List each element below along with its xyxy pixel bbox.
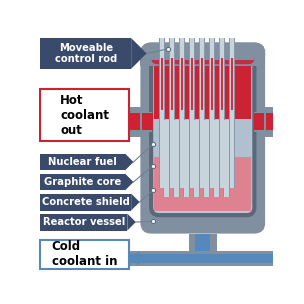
- Polygon shape: [131, 194, 140, 210]
- Bar: [229, 38, 235, 188]
- Bar: [179, 38, 185, 188]
- Bar: [254, 113, 264, 130]
- Bar: [191, 58, 193, 110]
- Bar: [254, 112, 266, 132]
- Bar: [169, 38, 175, 188]
- Bar: [201, 58, 203, 110]
- Bar: [159, 38, 165, 188]
- Bar: [211, 58, 213, 110]
- Bar: [142, 113, 153, 130]
- Polygon shape: [125, 154, 133, 171]
- FancyArrow shape: [93, 110, 117, 134]
- Bar: [223, 120, 230, 197]
- Bar: [151, 54, 254, 60]
- Polygon shape: [127, 214, 136, 230]
- Bar: [117, 107, 142, 136]
- Bar: [163, 120, 171, 197]
- Bar: [154, 119, 251, 157]
- Bar: [140, 112, 152, 132]
- Bar: [40, 38, 131, 69]
- Bar: [189, 38, 195, 188]
- Bar: [40, 89, 129, 141]
- Bar: [221, 58, 223, 110]
- Bar: [171, 38, 174, 188]
- Text: Moveable
control rod: Moveable control rod: [55, 43, 117, 64]
- Bar: [117, 250, 290, 266]
- Polygon shape: [125, 174, 133, 191]
- Bar: [40, 154, 125, 171]
- Bar: [120, 254, 287, 263]
- Bar: [189, 233, 217, 250]
- Bar: [140, 54, 265, 66]
- Bar: [220, 38, 223, 188]
- Bar: [164, 120, 169, 197]
- Bar: [161, 58, 163, 110]
- Bar: [40, 174, 125, 191]
- Bar: [193, 120, 200, 197]
- Bar: [200, 38, 204, 188]
- Bar: [154, 154, 251, 210]
- Bar: [265, 113, 288, 130]
- Bar: [230, 38, 233, 188]
- FancyArrow shape: [125, 251, 147, 265]
- Text: Hot
coolant
out: Hot coolant out: [60, 94, 109, 136]
- Bar: [210, 38, 213, 188]
- Text: Reactor vessel: Reactor vessel: [43, 217, 125, 227]
- Bar: [190, 38, 194, 188]
- Bar: [183, 120, 190, 197]
- Text: Concrete shield: Concrete shield: [42, 197, 130, 207]
- Polygon shape: [131, 38, 147, 69]
- FancyBboxPatch shape: [151, 54, 254, 215]
- Bar: [203, 120, 210, 197]
- Bar: [209, 38, 215, 188]
- Bar: [119, 113, 142, 130]
- Bar: [204, 120, 209, 197]
- Bar: [154, 57, 251, 120]
- FancyArrow shape: [288, 110, 304, 134]
- FancyBboxPatch shape: [140, 43, 265, 58]
- FancyBboxPatch shape: [154, 57, 251, 124]
- Text: Cold
coolant in: Cold coolant in: [52, 240, 117, 268]
- Bar: [171, 58, 173, 110]
- Bar: [213, 120, 220, 197]
- Bar: [181, 58, 183, 110]
- Bar: [264, 107, 288, 136]
- Bar: [40, 240, 129, 269]
- FancyBboxPatch shape: [151, 44, 254, 64]
- FancyArrow shape: [282, 251, 304, 265]
- FancyBboxPatch shape: [140, 43, 265, 233]
- Bar: [40, 214, 127, 230]
- FancyBboxPatch shape: [140, 43, 265, 66]
- Bar: [184, 120, 189, 197]
- Bar: [174, 120, 179, 197]
- Text: Nuclear fuel: Nuclear fuel: [48, 157, 117, 167]
- Bar: [195, 233, 210, 250]
- Bar: [224, 120, 229, 197]
- Bar: [194, 120, 199, 197]
- Bar: [173, 120, 181, 197]
- Text: Graphite core: Graphite core: [44, 177, 121, 187]
- Bar: [40, 194, 131, 210]
- Bar: [214, 120, 219, 197]
- Bar: [161, 38, 164, 188]
- Bar: [219, 38, 225, 188]
- FancyBboxPatch shape: [154, 150, 251, 210]
- Bar: [199, 38, 205, 188]
- Bar: [231, 58, 233, 110]
- Bar: [181, 38, 184, 188]
